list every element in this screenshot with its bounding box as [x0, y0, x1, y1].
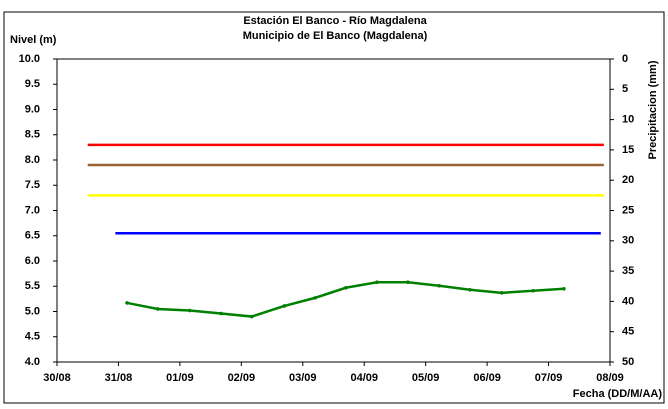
y2-tick-label: 5	[622, 83, 628, 95]
y-tick-label: 5.0	[25, 305, 40, 317]
y-tick-label: 5.5	[25, 280, 40, 292]
series-point	[187, 308, 192, 313]
series-point	[313, 296, 317, 300]
x-tick-label: 03/09	[289, 372, 317, 384]
y-tick-label: 8.0	[25, 154, 40, 166]
y2-tick-label: 35	[622, 265, 634, 277]
x-tick-label: 04/09	[350, 372, 378, 384]
y-tick-label: 4.0	[25, 356, 40, 368]
y-tick-label: 8.5	[25, 129, 40, 141]
y2-axis-label: Precipitacion (mm)	[647, 60, 659, 159]
series-point	[531, 288, 535, 293]
series-point	[219, 311, 223, 316]
x-tick-label: 02/09	[228, 372, 256, 384]
series-point	[500, 291, 504, 295]
y2-tick-label: 0	[622, 53, 628, 65]
y-tick-label: 9.0	[25, 103, 40, 115]
x-tick-label: 06/09	[473, 372, 501, 384]
series-point	[155, 307, 160, 311]
x-tick-label: 05/09	[412, 372, 440, 384]
series-point	[468, 287, 472, 292]
x-tick-label: 01/09	[166, 372, 194, 384]
y2-tick-label: 40	[622, 295, 634, 307]
x-tick-label: 30/08	[43, 372, 71, 384]
x-tick-label: 07/09	[535, 372, 563, 384]
y2-tick-label: 45	[622, 326, 634, 338]
series-point	[375, 280, 379, 285]
series-point	[343, 285, 348, 290]
y-tick-label: 9.5	[25, 78, 40, 90]
chart-frame	[3, 11, 665, 404]
y2-tick-label: 50	[622, 356, 634, 368]
series-point	[562, 286, 566, 291]
y2-tick-label: 25	[622, 204, 634, 216]
series-point	[249, 314, 254, 319]
plot-area	[56, 58, 611, 363]
y-tick-label: 7.5	[25, 179, 40, 191]
y-tick-label: 10.0	[19, 53, 40, 65]
y2-tick-label: 15	[622, 144, 634, 156]
y-tick-label: 7.0	[25, 204, 40, 216]
y2-tick-label: 20	[622, 174, 634, 186]
series-point	[437, 283, 441, 288]
series-point	[282, 304, 287, 308]
series-point	[125, 301, 129, 305]
y-tick-label: 6.5	[25, 230, 40, 242]
y-tick-label: 6.0	[25, 255, 40, 267]
y2-tick-label: 30	[622, 235, 634, 247]
x-tick-label: 08/09	[596, 372, 624, 384]
chart-subtitle: Municipio de El Banco (Magdalena)	[243, 30, 428, 42]
series-point	[406, 280, 410, 285]
y-axis-label: Nivel (m)	[10, 34, 57, 46]
chart-title: Estación El Banco - Río Magdalena	[243, 15, 427, 27]
x-axis-label: Fecha (DD/M/AA)	[573, 388, 663, 400]
x-tick-label: 31/08	[105, 372, 133, 384]
y2-tick-label: 10	[622, 114, 634, 126]
y-tick-label: 4.5	[25, 331, 40, 343]
